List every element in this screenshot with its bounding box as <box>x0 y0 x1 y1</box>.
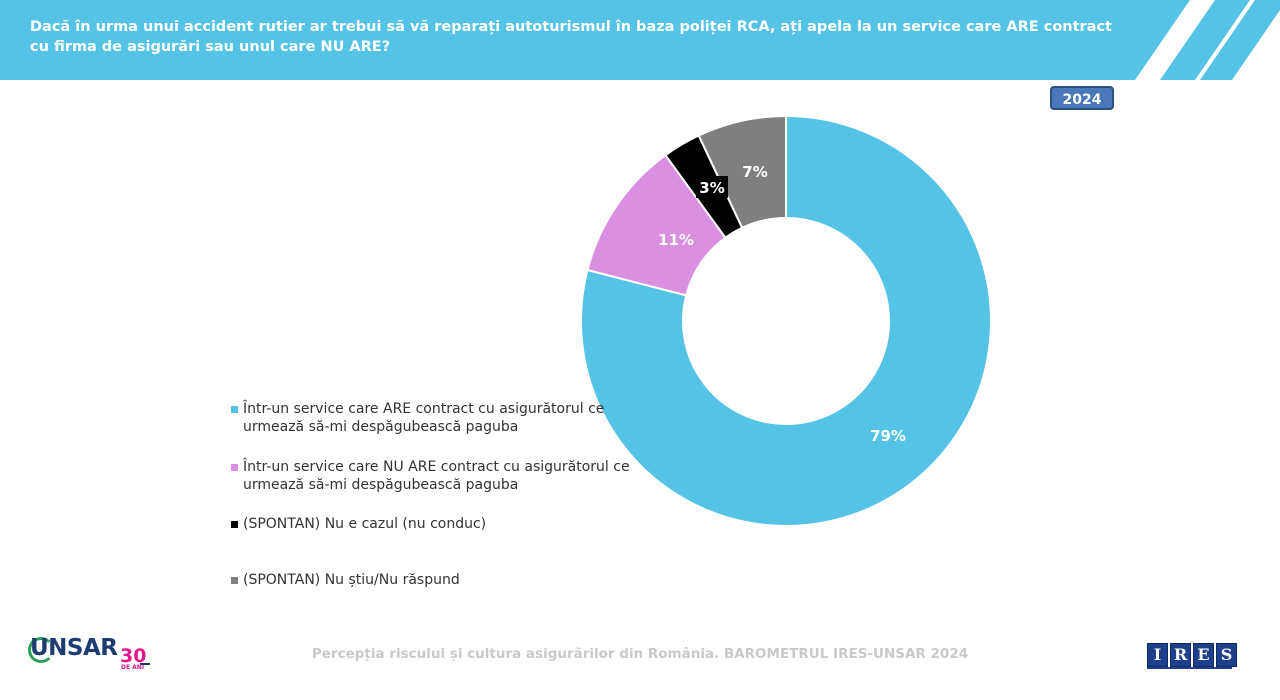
ires-logo: I R E S <box>1147 643 1237 669</box>
data-label: 7% <box>742 163 767 181</box>
data-label-background <box>696 176 728 198</box>
unsar-logo: UNSAR 30 DE ANI <box>28 633 158 673</box>
unsar-logo-text: UNSAR <box>30 635 118 661</box>
unsar-logo-underline <box>140 663 150 665</box>
legend-swatch <box>231 464 238 471</box>
unsar-logo-ring <box>28 637 54 663</box>
page-title: Dacă în urma unui accident rutier ar tre… <box>30 19 1112 55</box>
legend-label: Într-un service care NU ARE contract cu … <box>243 459 630 493</box>
legend-label: (SPONTAN) Nu e cazul (nu conduc) <box>243 516 487 532</box>
legend-item: Într-un service care ARE contract cu asi… <box>231 400 631 436</box>
legend-label: Într-un service care ARE contract cu asi… <box>243 401 605 435</box>
legend-swatch <box>231 577 238 584</box>
header-stripe-2 <box>1200 0 1280 80</box>
legend-item: Într-un service care NU ARE contract cu … <box>231 458 631 494</box>
data-label: 11% <box>658 231 694 249</box>
donut-slice <box>580 114 992 527</box>
header-background <box>0 0 1280 80</box>
unsar-anniversary-sub: DE ANI <box>121 664 145 671</box>
ires-logo-letter: R <box>1170 643 1191 667</box>
legend-swatch <box>231 521 238 528</box>
header-band: Dacă în urma unui accident rutier ar tre… <box>0 0 1280 82</box>
donut-slice <box>697 114 787 230</box>
header-stripe-1 <box>1160 0 1250 80</box>
ires-logo-letter: E <box>1193 643 1214 667</box>
legend-swatch <box>231 406 238 413</box>
year-badge: 2024 <box>1050 86 1114 110</box>
legend-item: (SPONTAN) Nu e cazul (nu conduc) <box>231 515 631 533</box>
legend-label: (SPONTAN) Nu știu/Nu răspund <box>243 572 460 588</box>
ires-logo-letter: S <box>1216 643 1237 667</box>
data-label: 3% <box>699 179 724 197</box>
footer-caption: Percepția riscului și cultura asigurăril… <box>311 646 969 662</box>
ires-logo-letter: I <box>1147 643 1168 667</box>
data-label: 79% <box>870 427 906 445</box>
unsar-anniversary-number: 30 <box>120 645 147 667</box>
header-band-shape <box>0 0 1190 80</box>
legend-item: (SPONTAN) Nu știu/Nu răspund <box>231 571 631 589</box>
ires-logo-underline <box>1147 667 1232 669</box>
